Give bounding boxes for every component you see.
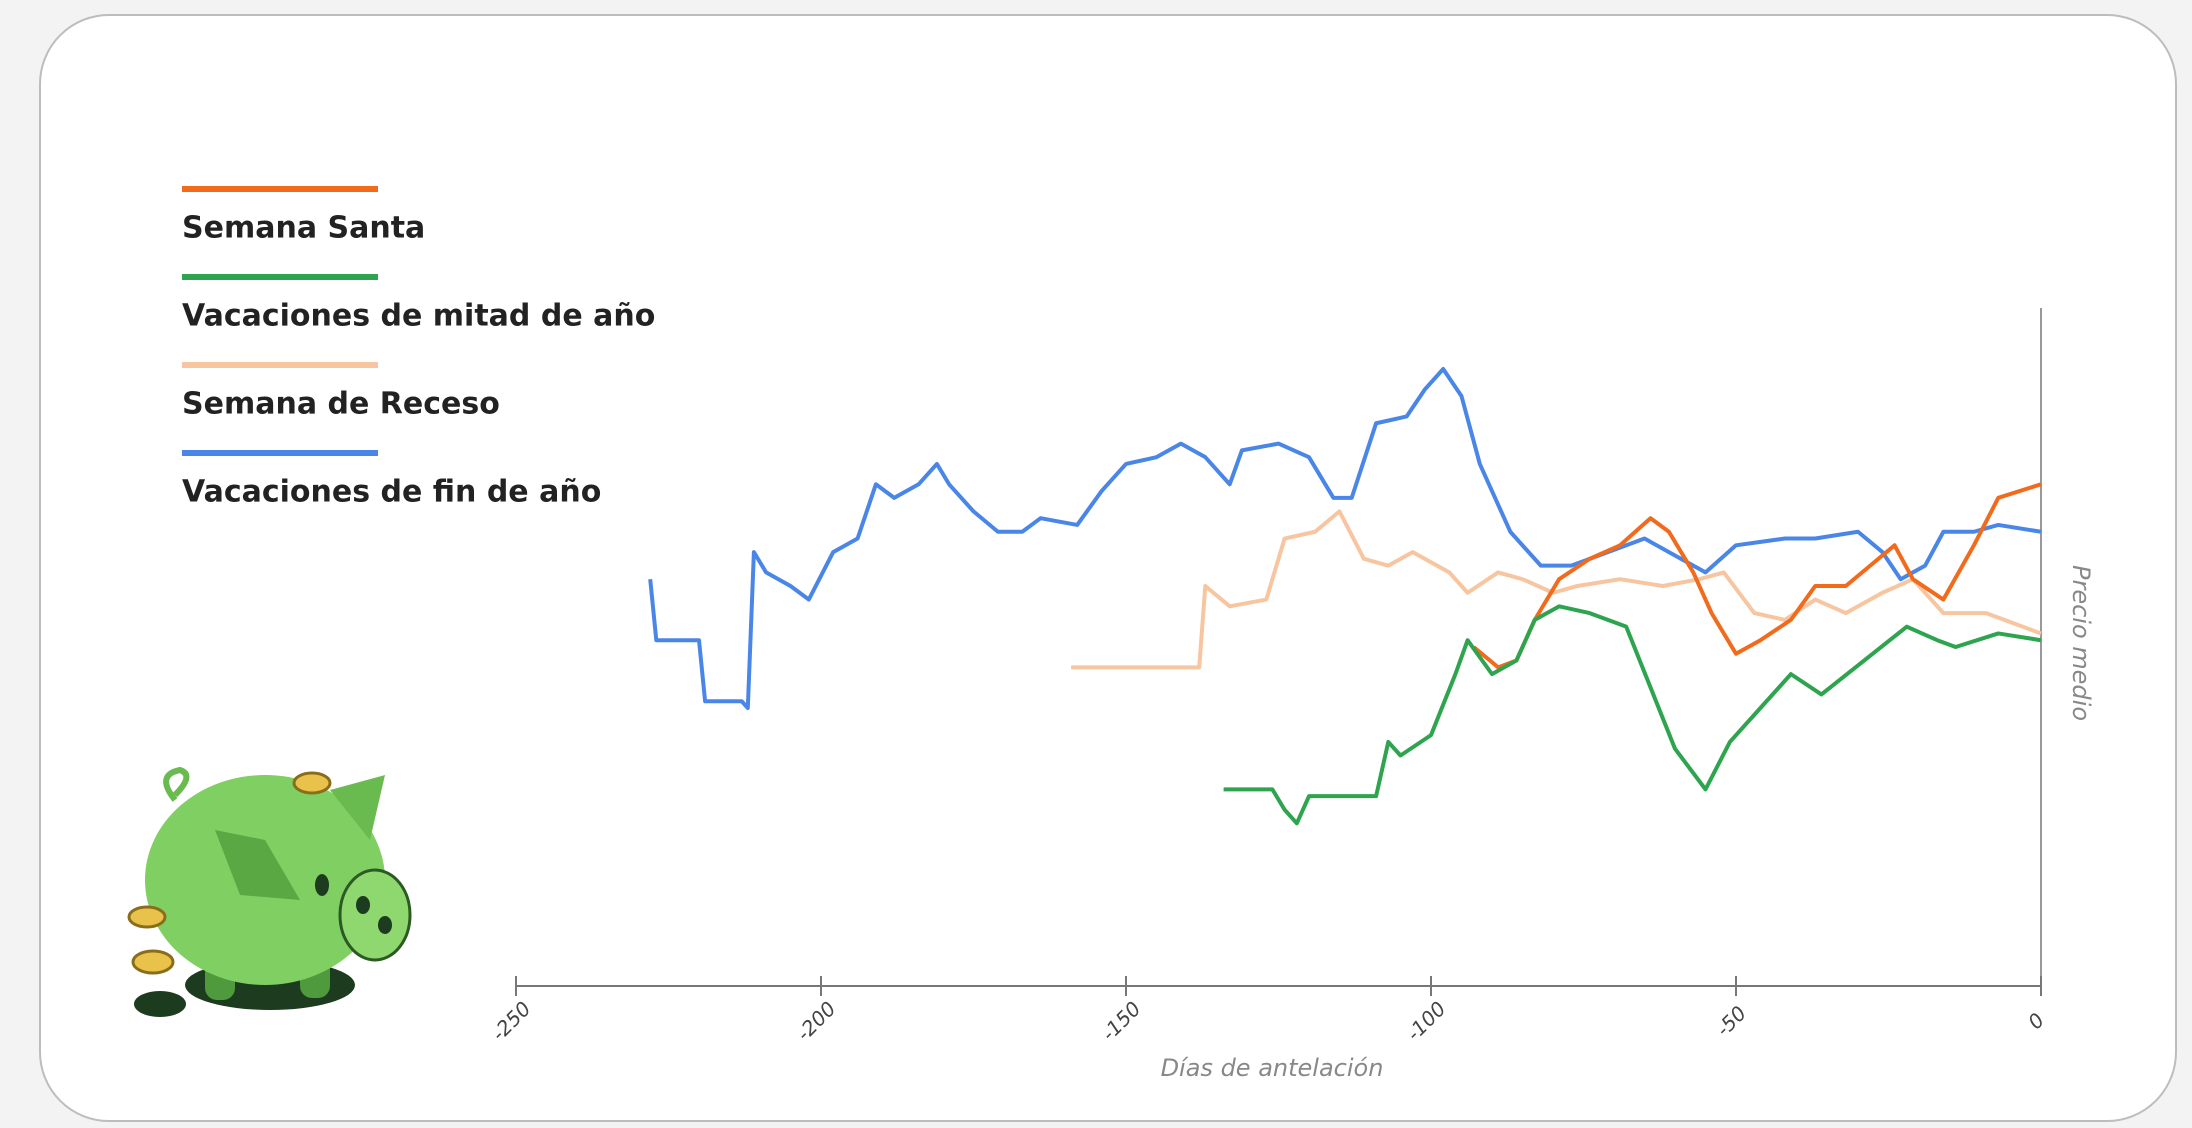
x-tick-label: -250 — [487, 997, 536, 1046]
x-tick-label: -50 — [1711, 1001, 1751, 1041]
x-axis-label: Días de antelación — [1161, 1054, 1384, 1082]
series-line — [1071, 509, 2042, 670]
x-tick-label: 0 — [2023, 1008, 2049, 1034]
x-tick-label: -150 — [1097, 997, 1146, 1046]
legend-label: Vacaciones de fin de año — [182, 475, 601, 510]
x-tick-label: -200 — [792, 997, 841, 1046]
piggy-bank — [127, 766, 412, 1017]
series-line — [1472, 482, 2042, 670]
series-line — [648, 367, 2042, 711]
series-line — [1223, 604, 2042, 826]
x-tick-label: -100 — [1402, 997, 1451, 1046]
legend-label: Semana Santa — [182, 211, 425, 246]
y-axis-label: Precio medio — [2067, 565, 2095, 721]
legend-label: Vacaciones de mitad de año — [182, 299, 655, 334]
legend-label: Semana de Receso — [182, 387, 500, 422]
